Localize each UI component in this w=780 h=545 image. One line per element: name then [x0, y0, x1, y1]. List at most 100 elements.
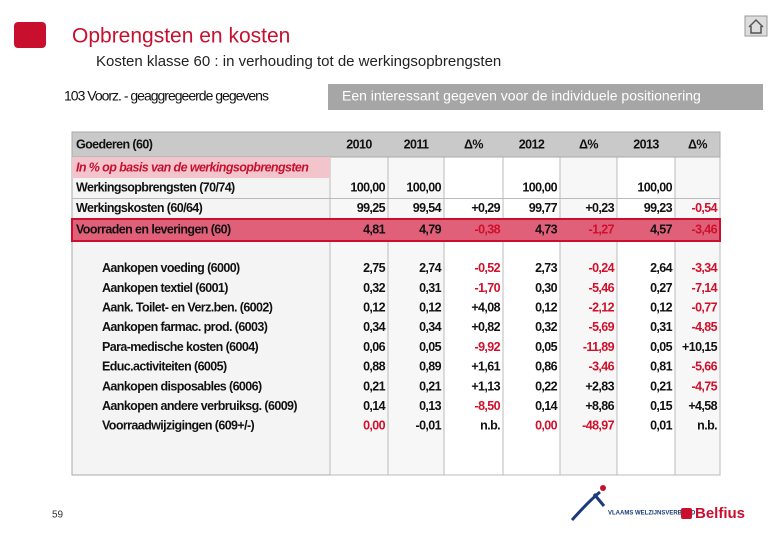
cell: -48,97 [582, 419, 614, 433]
cell: 99,25 [357, 201, 386, 215]
cell: -0,52 [475, 261, 501, 275]
subtitle: Kosten klasse 60 : in verhouding tot de … [96, 53, 501, 70]
cell: 0,12 [650, 301, 673, 315]
cell: -0,01 [416, 419, 442, 433]
cell: 4,79 [419, 222, 442, 236]
cell: 99,54 [413, 201, 442, 215]
column-header: Δ% [688, 137, 707, 151]
row-label: Aankopen voeding (6000) [102, 261, 240, 275]
cell: -3,46 [589, 360, 615, 374]
cell: +0,23 [585, 201, 614, 215]
cell: 0,27 [650, 281, 673, 295]
cell: 0,89 [419, 360, 442, 374]
cell: +0,29 [471, 201, 500, 215]
logo-head [600, 485, 606, 491]
cell: 0,12 [535, 301, 558, 315]
cell: 0,21 [650, 379, 673, 393]
cell: 0,15 [650, 399, 673, 413]
row-label: Voorraden en leveringen (60) [76, 222, 231, 236]
cell: 2,64 [650, 261, 673, 275]
cell: n.b. [480, 419, 500, 433]
cell: -9,92 [475, 340, 501, 354]
cell: 2,73 [535, 261, 558, 275]
column-bg [674, 131, 721, 476]
row-label: Werkingskosten (60/64) [76, 201, 203, 215]
cell: +8,86 [585, 399, 614, 413]
cell: 4,81 [363, 222, 386, 236]
home-icon [744, 15, 768, 37]
cell: 0,06 [363, 340, 386, 354]
cell: -3,34 [692, 261, 718, 275]
cell: 4,73 [535, 222, 558, 236]
cell: 2,74 [419, 261, 442, 275]
cell: 100,00 [350, 181, 385, 195]
logo-figure [570, 490, 606, 522]
row-label: Aankopen farmac. prod. (6003) [102, 320, 268, 334]
subheader-row [72, 157, 330, 178]
cell: -3,46 [692, 222, 718, 236]
cell: -0,77 [692, 301, 718, 315]
table: Goederen (60) 2010 2011 Δ% 2012 Δ% 2013 Δ% In % … [71, 131, 721, 476]
cell: 0,88 [363, 360, 386, 374]
title: Opbrengsten en kosten [72, 25, 290, 48]
cell: n.b. [697, 419, 717, 433]
cell: -0,54 [692, 201, 718, 215]
cell: 0,05 [535, 340, 558, 354]
cell: +2,83 [585, 379, 614, 393]
cell: -4,75 [692, 379, 718, 393]
column-header: Δ% [464, 137, 483, 151]
column-header: 2010 [346, 137, 372, 151]
cell: -1,70 [475, 281, 501, 295]
cell: -4,85 [692, 320, 718, 334]
row-label: Werkingsopbrengsten (70/74) [76, 181, 235, 195]
cell: 0,22 [535, 379, 558, 393]
cell: +1,61 [471, 360, 500, 374]
cell: +0,82 [471, 320, 500, 334]
logo-mark [681, 508, 692, 519]
cell: -7,14 [692, 281, 718, 295]
cell: 0,05 [419, 340, 442, 354]
cell: 0,14 [363, 399, 386, 413]
cell: +10,15 [682, 340, 718, 354]
cell: 0,32 [363, 281, 386, 295]
cell: -5,66 [692, 360, 718, 374]
cell: 0,21 [363, 379, 386, 393]
column-header: 2011 [404, 137, 429, 151]
cell: 99,77 [529, 201, 558, 215]
cell: 99,23 [644, 201, 673, 215]
cell: +1,13 [471, 379, 500, 393]
cell: 0,01 [650, 419, 673, 433]
cell: 100,00 [522, 181, 557, 195]
logo-right: Belfius [695, 505, 745, 522]
cell: 4,57 [650, 222, 673, 236]
column-bg [502, 131, 561, 476]
cell: 0,13 [419, 399, 442, 413]
row-label: Aankopen disposables (6006) [102, 379, 262, 393]
cell: 0,12 [419, 301, 442, 315]
cell: -2,12 [589, 301, 615, 315]
row-label: Voorraadwijzigingen (609+/-) [102, 419, 255, 433]
row-label: Aank. Toilet- en Verz.ben. (6002) [102, 301, 273, 315]
callout-box [328, 84, 763, 110]
row-label: Para-medische kosten (6004) [102, 340, 259, 354]
cell: 0,00 [535, 419, 558, 433]
cell: 0,32 [535, 320, 558, 334]
cell: 0,12 [363, 301, 386, 315]
row-label: Aankopen textiel (6001) [102, 281, 228, 295]
cell: 0,00 [363, 419, 386, 433]
cell: 0,34 [363, 320, 386, 334]
column-header: 2013 [633, 137, 659, 151]
cell: +4,08 [471, 301, 500, 315]
cell: 0,30 [535, 281, 558, 295]
row-label: Educ.activiteiten (6005) [102, 360, 227, 374]
row-label: Aankopen andere verbruiksg. (6009) [102, 399, 297, 413]
column-bg [559, 131, 618, 476]
section-label: 103 Voorz. - geaggregeerde gegevens [64, 88, 269, 104]
cell: 100,00 [406, 181, 441, 195]
highlight-row [71, 218, 721, 242]
page-number: 59 [52, 510, 64, 521]
cell: -5,69 [589, 320, 615, 334]
cell: -5,46 [589, 281, 615, 295]
cell: -8,50 [475, 399, 501, 413]
